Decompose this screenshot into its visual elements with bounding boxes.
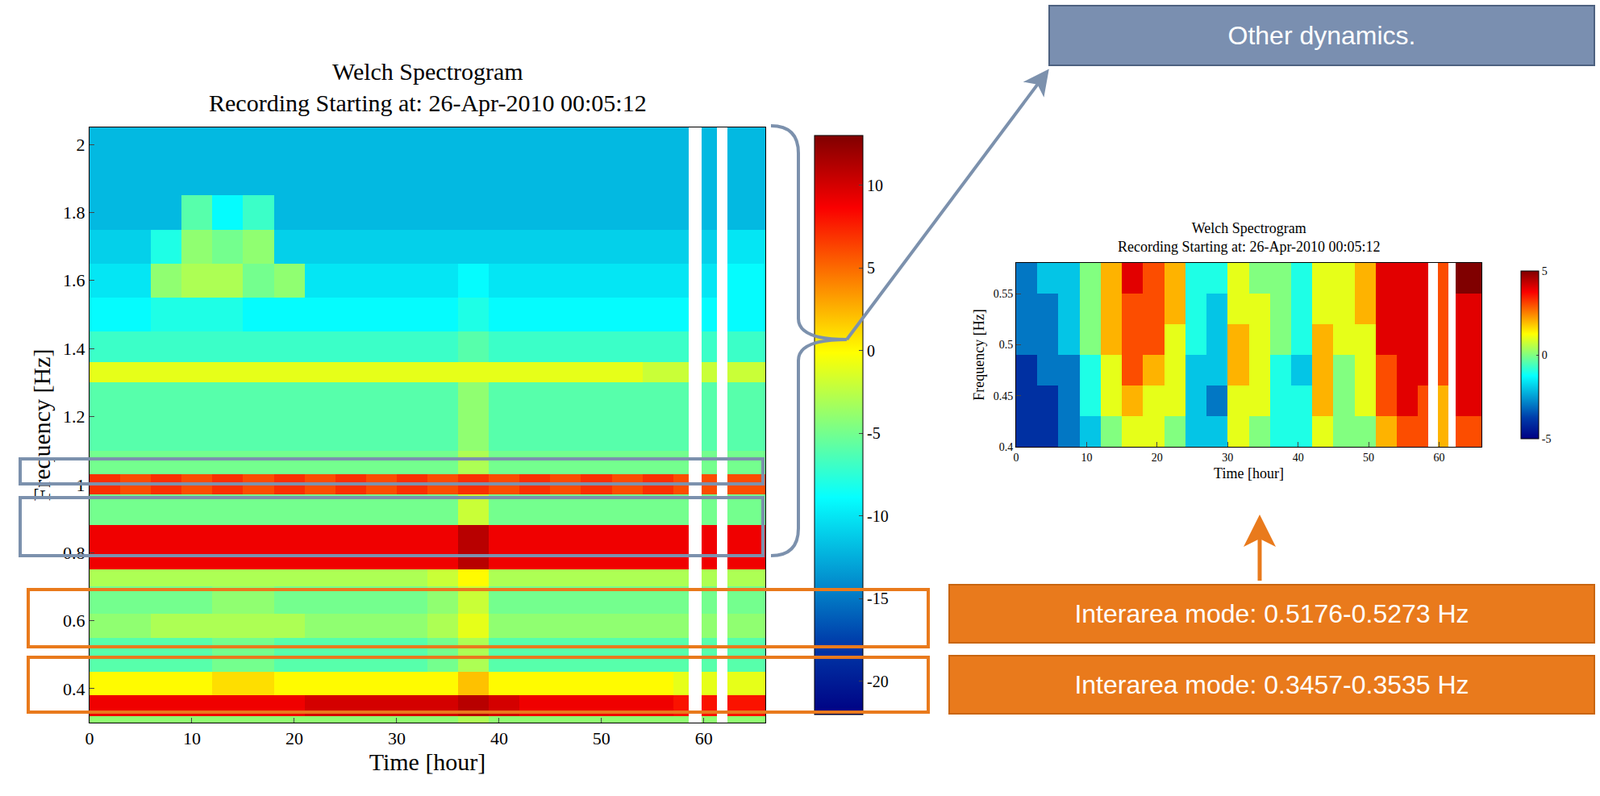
svg-text:0.8: 0.8 [62, 542, 86, 563]
svg-text:0: 0 [866, 341, 875, 360]
svg-text:10: 10 [866, 176, 884, 195]
svg-text:Frequency [Hz]: Frequency [Hz] [970, 308, 988, 400]
svg-text:0.6: 0.6 [62, 610, 86, 631]
svg-text:1.6: 1.6 [62, 270, 86, 291]
svg-text:-15: -15 [866, 589, 889, 608]
svg-text:0.5: 0.5 [999, 338, 1014, 351]
svg-text:40: 40 [1292, 451, 1305, 464]
svg-text:0.45: 0.45 [993, 390, 1014, 403]
html-text:Other dynamics.: Other dynamics. [1227, 20, 1416, 50]
svg-text:Frequency [Hz]: Frequency [Hz] [28, 348, 55, 501]
svg-text:1.2: 1.2 [62, 406, 86, 427]
svg-text:10: 10 [1080, 451, 1092, 464]
svg-text:10: 10 [183, 728, 201, 749]
svg-text:0.4: 0.4 [62, 679, 86, 700]
svg-text:40: 40 [490, 728, 509, 749]
svg-text:-10: -10 [866, 507, 889, 525]
html-text:Interarea mode: 0.3457-0.3535: Interarea mode: 0.3457-0.3535 Hz [1074, 669, 1470, 699]
svg-text:0.55: 0.55 [993, 287, 1014, 300]
svg-text:30: 30 [1221, 451, 1234, 464]
svg-text:Time [hour]: Time [hour] [1213, 465, 1284, 482]
svg-text:2: 2 [76, 134, 86, 155]
svg-text:0: 0 [85, 728, 95, 749]
svg-text:20: 20 [1151, 451, 1163, 464]
svg-text:0.4: 0.4 [999, 441, 1014, 454]
svg-text:0: 0 [1013, 451, 1020, 464]
svg-text:Welch SpectrogramRecording Sta: Welch SpectrogramRecording Starting at: … [208, 58, 647, 117]
svg-text:-5: -5 [866, 424, 881, 442]
svg-text:5: 5 [866, 258, 875, 277]
svg-text:1: 1 [76, 475, 86, 496]
svg-text:60: 60 [695, 728, 713, 749]
svg-text:50: 50 [592, 728, 611, 749]
svg-text:0: 0 [1541, 349, 1548, 362]
svg-text:1.8: 1.8 [62, 202, 86, 223]
svg-text:-5: -5 [1541, 433, 1552, 446]
svg-text:5: 5 [1541, 265, 1548, 278]
svg-text:-20: -20 [866, 672, 889, 691]
html-text:Interarea mode: 0.5176-0.5273: Interarea mode: 0.5176-0.5273 Hz [1074, 598, 1470, 628]
svg-text:Time [hour]: Time [hour] [369, 748, 487, 775]
svg-text:Welch SpectrogramRecording Sta: Welch SpectrogramRecording Starting at: … [1117, 220, 1381, 255]
svg-text:60: 60 [1433, 451, 1446, 464]
svg-text:50: 50 [1362, 451, 1375, 464]
svg-text:30: 30 [387, 728, 406, 749]
svg-text:20: 20 [285, 728, 304, 749]
svg-text:1.4: 1.4 [62, 338, 86, 359]
